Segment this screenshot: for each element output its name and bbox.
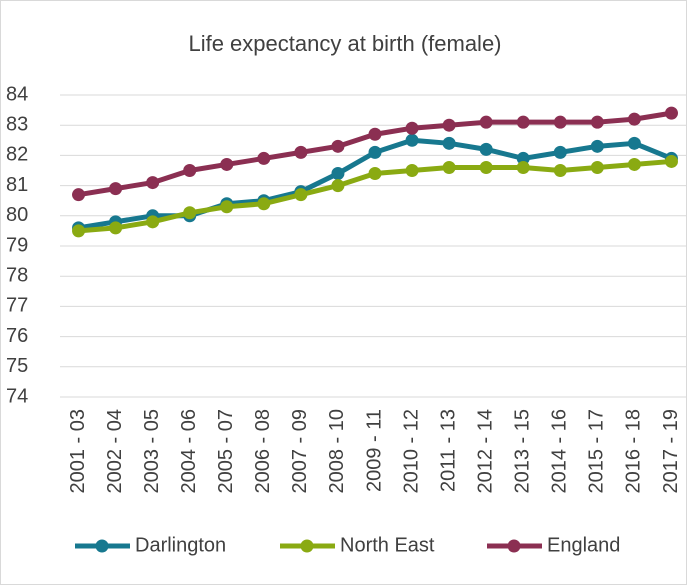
- y-tick-label: 79: [6, 234, 28, 256]
- data-point: [72, 224, 86, 238]
- x-tick-label: 2014 - 16: [549, 409, 571, 494]
- data-point: [479, 115, 493, 129]
- x-tick-label: 2013 - 15: [512, 409, 534, 494]
- x-tick-label: 2006 - 08: [252, 409, 274, 494]
- data-point: [479, 142, 493, 156]
- y-tick-label: 80: [6, 204, 28, 226]
- y-tick-label: 75: [6, 355, 28, 377]
- x-tick-label: 2003 - 05: [141, 409, 163, 494]
- x-tick-label: 2007 - 09: [289, 409, 311, 494]
- data-point: [516, 151, 530, 165]
- y-tick-label: 84: [6, 83, 28, 105]
- data-point: [368, 167, 382, 181]
- chart-title: Life expectancy at birth (female): [188, 31, 501, 56]
- x-tick-label: 2010 - 12: [400, 409, 422, 494]
- legend-label: Darlington: [135, 534, 226, 556]
- data-point: [627, 157, 641, 171]
- y-tick-label: 81: [6, 174, 28, 196]
- data-point: [183, 206, 197, 220]
- x-tick-label: 2004 - 06: [178, 409, 200, 494]
- x-tick-label: 2001 - 03: [67, 409, 89, 494]
- legend-marker: [95, 539, 109, 553]
- y-tick-label: 76: [6, 325, 28, 347]
- data-point: [257, 151, 271, 165]
- data-point: [479, 160, 493, 174]
- data-point: [294, 145, 308, 159]
- data-point: [331, 167, 345, 181]
- x-tick-label: 2005 - 07: [215, 409, 237, 494]
- y-tick-label: 82: [6, 144, 28, 166]
- y-tick-label: 78: [6, 264, 28, 286]
- x-tick-label: 2008 - 10: [326, 409, 348, 494]
- data-point: [590, 115, 604, 129]
- data-point: [331, 139, 345, 153]
- data-point: [109, 182, 123, 196]
- data-point: [405, 133, 419, 147]
- data-point: [109, 221, 123, 235]
- legend-label: England: [547, 534, 620, 556]
- legend-marker: [507, 539, 521, 553]
- legend-label: North East: [340, 534, 435, 556]
- data-point: [146, 176, 160, 190]
- x-tick-label: 2012 - 14: [474, 409, 496, 494]
- x-tick-label: 2002 - 04: [104, 409, 126, 494]
- data-point: [553, 164, 567, 177]
- data-point: [220, 200, 234, 214]
- data-point: [590, 160, 604, 174]
- x-tick-label: 2015 - 17: [586, 409, 608, 494]
- data-point: [257, 197, 271, 211]
- data-point: [183, 164, 197, 177]
- data-point: [294, 188, 308, 202]
- data-point: [627, 136, 641, 150]
- data-point: [442, 118, 456, 132]
- x-tick-label: 2009 - 11: [363, 409, 385, 492]
- data-point: [405, 164, 419, 177]
- data-point: [146, 215, 160, 229]
- data-point: [516, 160, 530, 174]
- legend-marker: [300, 539, 314, 553]
- data-point: [72, 188, 86, 202]
- data-point: [405, 121, 419, 135]
- data-point: [368, 145, 382, 159]
- x-tick-label: 2011 - 13: [437, 409, 459, 492]
- x-tick-label: 2017 - 19: [660, 409, 682, 494]
- data-point: [442, 160, 456, 174]
- data-point: [442, 136, 456, 150]
- y-tick-label: 77: [6, 295, 28, 317]
- x-tick-label: 2016 - 18: [623, 409, 645, 494]
- data-point: [220, 157, 234, 171]
- y-tick-label: 83: [6, 113, 28, 135]
- data-point: [331, 179, 345, 193]
- data-point: [664, 154, 678, 168]
- data-point: [627, 112, 641, 126]
- data-point: [664, 106, 678, 120]
- data-point: [553, 115, 567, 129]
- data-point: [590, 139, 604, 153]
- data-point: [553, 145, 567, 159]
- data-point: [516, 115, 530, 129]
- y-tick-label: 74: [6, 385, 28, 407]
- data-point: [368, 127, 382, 141]
